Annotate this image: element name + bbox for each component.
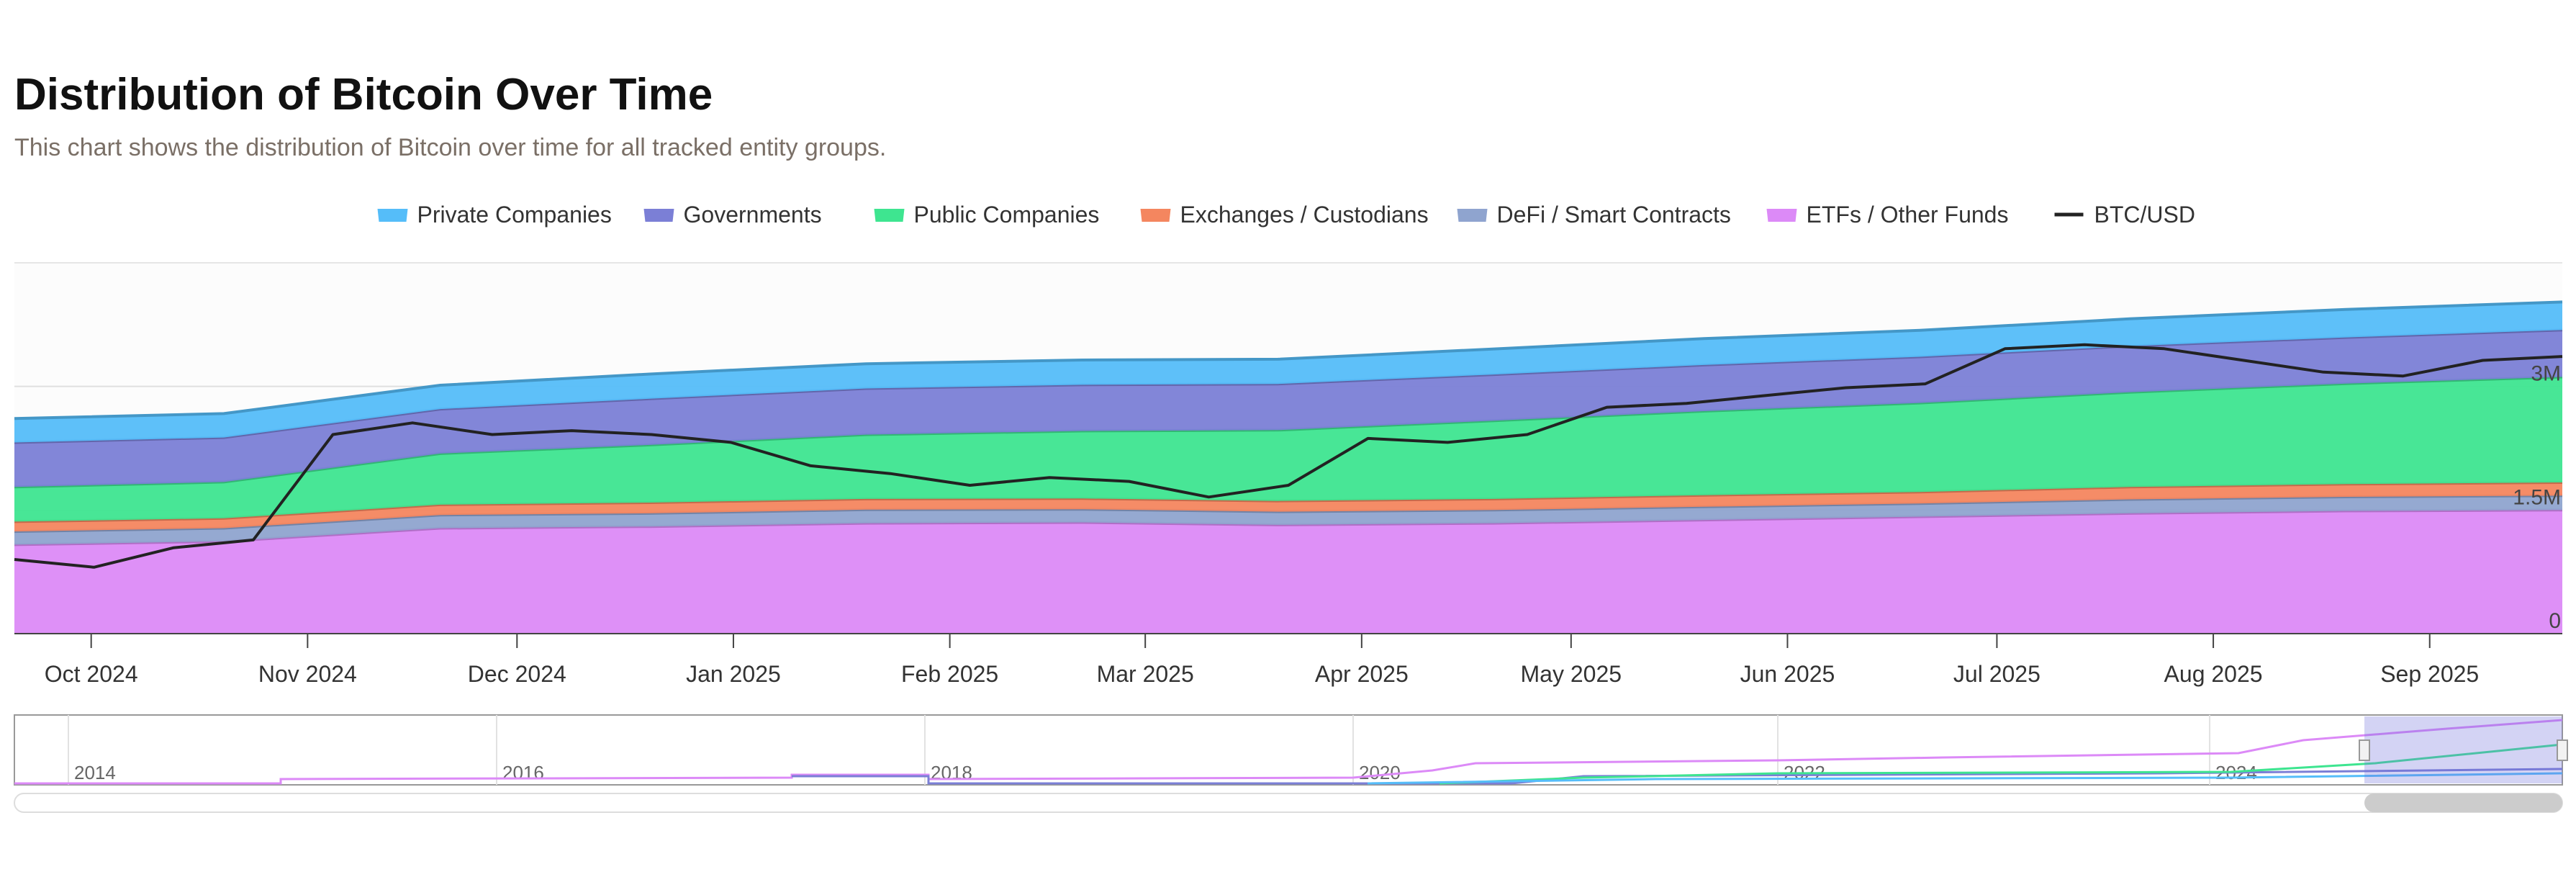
legend-label: BTC/USD xyxy=(2094,202,2195,228)
navigator-series-governments xyxy=(792,768,2563,785)
legend-item-exchanges-custodians[interactable]: Exchanges / Custodians xyxy=(1140,202,1429,228)
navigator-series-private-companies xyxy=(1367,772,2563,785)
legend-label: Public Companies xyxy=(914,202,1100,228)
legend-item-governments[interactable]: Governments xyxy=(643,202,822,228)
legend-label: ETFs / Other Funds xyxy=(1807,202,2009,228)
legend-label: Exchanges / Custodians xyxy=(1180,202,1429,228)
navigator-scrollbar-track[interactable] xyxy=(14,793,2563,813)
navigator-frame xyxy=(14,714,2563,786)
legend-item-private-companies[interactable]: Private Companies xyxy=(377,202,612,228)
y-tick-label: 0 xyxy=(2549,609,2561,633)
legend-item-etfs-other-funds[interactable]: ETFs / Other Funds xyxy=(1766,202,2009,228)
legend-swatch xyxy=(1766,209,1797,222)
legend-item-btc-usd[interactable]: BTC/USD xyxy=(2054,202,2195,228)
line-btc-usd xyxy=(14,343,2563,569)
x-tick-label: Jul 2025 xyxy=(1953,661,2041,687)
x-axis: Oct 2024 Nov 2024 Dec 2024 Jan 2025 Feb 2025… xyxy=(45,634,2479,687)
chart-subtitle: This chart shows the distribution of Bit… xyxy=(14,134,887,161)
navigator-tick-label: 2016 xyxy=(502,762,544,783)
legend-swatch xyxy=(1140,209,1171,222)
legend-item-public-companies[interactable]: Public Companies xyxy=(874,202,1100,228)
area-defi-smart-contracts xyxy=(14,495,2562,545)
area-exchanges-custodians xyxy=(14,482,2562,532)
navigator-tick-label: 2020 xyxy=(1359,762,1401,783)
x-tick-label: Aug 2025 xyxy=(2164,661,2263,687)
x-tick-label: May 2025 xyxy=(1521,661,1622,687)
x-tick-label: Jun 2025 xyxy=(1740,661,1835,687)
legend-swatch xyxy=(874,209,905,222)
area-governments xyxy=(14,330,2562,487)
navigator-tick-label: 2018 xyxy=(931,762,972,783)
area-private-companies xyxy=(14,302,2562,443)
legend-swatch xyxy=(1457,209,1488,222)
x-tick-label: Mar 2025 xyxy=(1097,661,1194,687)
navigator-tick-label: 2014 xyxy=(74,762,116,783)
area-edge-private-companies xyxy=(14,300,2563,420)
x-tick-label: Feb 2025 xyxy=(901,661,998,687)
x-tick-label: Sep 2025 xyxy=(2380,661,2479,687)
navigator-handle-left[interactable] xyxy=(2359,739,2370,761)
area-public-companies xyxy=(14,377,2562,522)
legend-swatch xyxy=(643,209,674,222)
y-tick-label: 1.5M xyxy=(2513,485,2561,509)
range-navigator[interactable]: 2014 2016 2018 2020 2022 2024 xyxy=(14,714,2568,813)
plot-area xyxy=(14,262,2563,634)
legend-swatch xyxy=(377,209,408,222)
navigator-selection[interactable] xyxy=(2364,716,2562,783)
chart-title: Distribution of Bitcoin Over Time xyxy=(14,70,713,120)
legend-label: Governments xyxy=(684,202,822,228)
area-etfs-other-funds xyxy=(14,510,2562,634)
legend-item-defi-smart-contracts[interactable]: DeFi / Smart Contracts xyxy=(1457,202,1731,228)
y-axis: 0 1.5M 3M xyxy=(2513,362,2561,633)
navigator-series-etfs xyxy=(14,719,2563,785)
navigator-handle-right[interactable] xyxy=(2557,739,2568,761)
x-tick-label: Nov 2024 xyxy=(258,661,357,687)
x-tick-label: Dec 2024 xyxy=(468,661,566,687)
navigator-scrollbar-thumb[interactable] xyxy=(2364,793,2562,812)
x-tick-label: Jan 2025 xyxy=(686,661,781,687)
legend: Private Companies Governments Public Compa… xyxy=(377,202,2195,228)
legend-label: Private Companies xyxy=(417,202,612,228)
x-tick-label: Apr 2025 xyxy=(1315,661,1409,687)
navigator-series-public-companies xyxy=(1439,743,2563,785)
y-tick-label: 3M xyxy=(2531,362,2561,386)
legend-label: DeFi / Smart Contracts xyxy=(1497,202,1731,228)
x-tick-label: Oct 2024 xyxy=(45,661,138,687)
